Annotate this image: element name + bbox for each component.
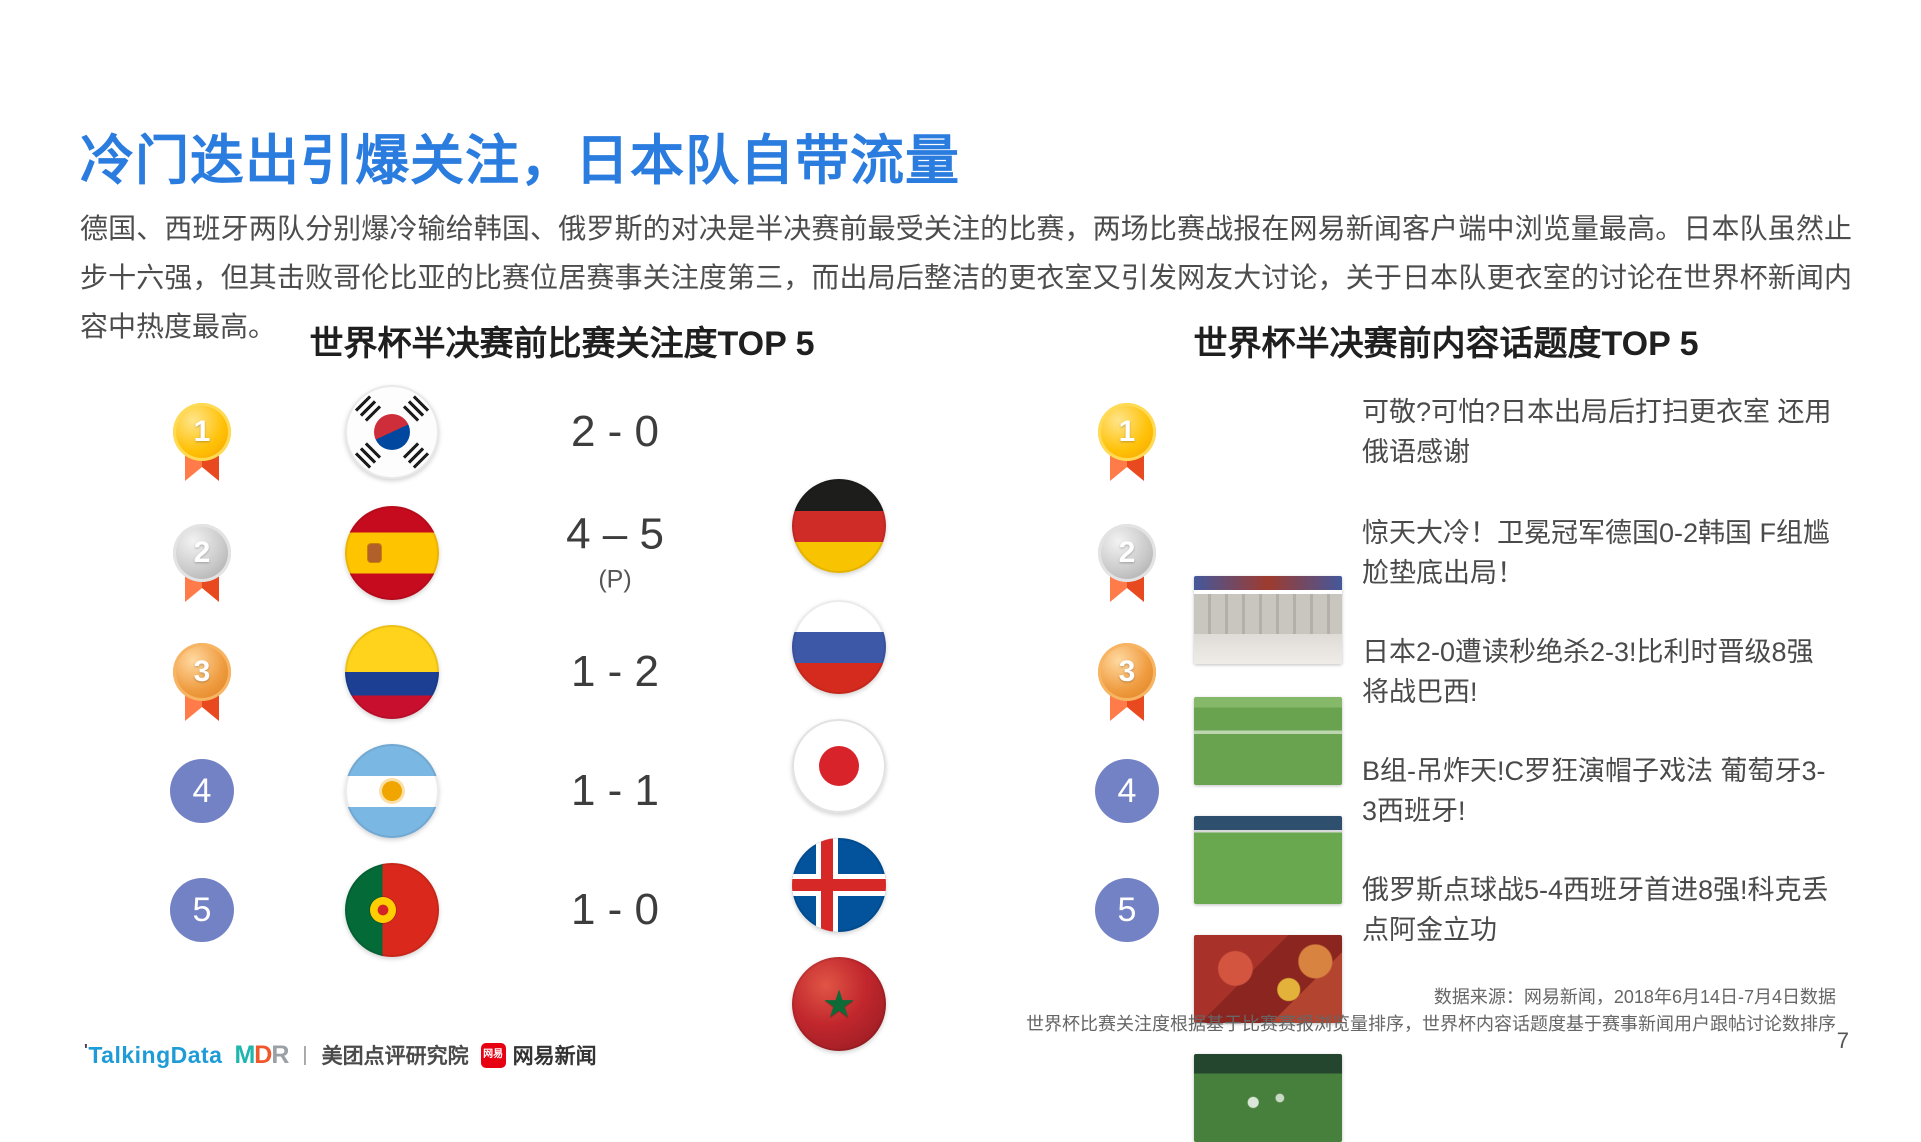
- cross-bar: [792, 879, 886, 891]
- score-value: 4 – 5: [566, 509, 664, 559]
- trigram-icon: [402, 395, 430, 422]
- score-value: 1 - 1: [570, 765, 660, 815]
- portugal-spain-fans-photo: [1194, 935, 1342, 1023]
- match-score: 1 - 1: [570, 765, 660, 815]
- netease-badge-icon: 网易: [480, 1042, 506, 1068]
- rank-number: 2: [173, 524, 231, 582]
- topic-rank-4-circle-icon: 4: [1095, 759, 1159, 823]
- source-line-1: 数据来源：网易新闻，2018年6月14日-7月4日数据: [1433, 987, 1836, 1007]
- trigram-icon: [402, 442, 430, 469]
- rank-5-circle-icon: 5: [170, 878, 234, 942]
- talkingdata-wordmark: TalkingData: [88, 1041, 223, 1068]
- news-headline: B组-吊炸天!C罗狂演帽子戏法 葡萄牙3-3西班牙!: [1362, 756, 1826, 826]
- spain-crest-icon: [368, 544, 381, 562]
- rank-4-circle-icon: 4: [170, 759, 234, 823]
- talkingdata-logo: 'TalkingData: [84, 1042, 222, 1069]
- summary-paragraph: 德国、西班牙两队分别爆冷输给韩国、俄罗斯的对决是半决赛前最受关注的比赛，两场比赛…: [80, 213, 1852, 342]
- pentagram-star-icon: ★: [821, 983, 857, 1026]
- page-number: 7: [1836, 1028, 1849, 1053]
- news-headline: 惊天大冷！卫冕冠军德国0-2韩国 F组尴尬垫底出局！: [1362, 518, 1831, 588]
- data-source-note: 数据来源：网易新闻，2018年6月14日-7月4日数据 世界杯比赛关注度根据基于…: [1026, 984, 1836, 1038]
- topic-rank-2-medal-icon: 2: [1098, 524, 1156, 602]
- right-panel-header: 世界杯半决赛前内容话题度TOP 5: [1193, 325, 1699, 363]
- rank-3-medal-icon: 3: [173, 643, 231, 721]
- meituan-dianping-institute-logo: 美团点评研究院: [321, 1045, 469, 1068]
- page-title: 冷门迭出引爆关注，日本队自带流量: [80, 131, 960, 192]
- left-panel-header: 世界杯半决赛前比赛关注度TOP 5: [309, 325, 815, 363]
- topic-rank-1-medal-icon: 1: [1098, 403, 1156, 481]
- netease-wordmark: 网易新闻: [512, 1045, 597, 1068]
- rank-number: 3: [173, 643, 231, 701]
- rank-number: 1: [1098, 403, 1156, 461]
- iceland-flag-icon: [792, 838, 886, 932]
- trigram-icon: [354, 395, 382, 422]
- colombia-flag-icon: [345, 625, 439, 719]
- match-score: 2 - 0: [570, 406, 660, 456]
- portugal-flag-icon: [345, 863, 439, 957]
- topic-rank-5-circle-icon: 5: [1095, 878, 1159, 942]
- portugal-shield-icon: [370, 897, 396, 923]
- taegeuk-icon: [374, 414, 410, 450]
- russia-flag-icon: [792, 600, 886, 694]
- rank-number: 2: [1098, 524, 1156, 582]
- logo-mark: ': [84, 1041, 89, 1059]
- mdr-letter: R: [271, 1040, 289, 1069]
- mdr-logo: MDR: [234, 1040, 289, 1070]
- rising-sun-icon: [819, 746, 859, 786]
- japan-flag-icon: [792, 719, 886, 813]
- mdr-letter: M: [234, 1040, 255, 1069]
- match-score: 1 - 2: [570, 646, 660, 696]
- rank-number: 1: [173, 403, 231, 461]
- news-headline: 俄罗斯点球战5-4西班牙首进8强!科克丢点阿金立功: [1362, 875, 1829, 945]
- argentina-flag-icon: [345, 744, 439, 838]
- score-value: 2 - 0: [570, 406, 660, 456]
- trigram-icon: [354, 442, 382, 469]
- match-score: 4 – 5 (P): [566, 511, 664, 594]
- score-value: 1 - 2: [570, 646, 660, 696]
- rank-number: 3: [1098, 643, 1156, 701]
- news-headline: 可敬?可怕?日本出局后打扫更衣室 还用俄语感谢: [1362, 397, 1832, 467]
- rank-2-medal-icon: 2: [173, 524, 231, 602]
- penalty-note: (P): [598, 565, 632, 594]
- spain-flag-icon: [345, 506, 439, 600]
- south-korea-flag-icon: [345, 385, 439, 479]
- netease-news-logo: 网易 网易新闻: [480, 1040, 597, 1070]
- news-headline: 日本2-0遭读秒绝杀2-3!比利时晋级8强将战巴西!: [1362, 637, 1814, 707]
- footer-logos: 'TalkingData MDR | 美团点评研究院 网易 网易新闻: [84, 1040, 597, 1070]
- morocco-flag-icon: ★: [792, 957, 886, 1051]
- sun-of-may-icon: [382, 781, 402, 801]
- japan-locker-room-photo: [1194, 576, 1342, 664]
- mdr-letter: D: [254, 1040, 272, 1069]
- score-value: 1 - 0: [570, 884, 660, 934]
- rank-1-medal-icon: 1: [173, 403, 231, 481]
- japan-belgium-match-photo: [1194, 816, 1342, 904]
- topic-rank-3-medal-icon: 3: [1098, 643, 1156, 721]
- germany-flag-icon: [792, 479, 886, 573]
- match-score: 1 - 0: [570, 884, 660, 934]
- russia-celebration-photo: [1194, 1054, 1342, 1142]
- source-line-2: 世界杯比赛关注度根据基于比赛赛报浏览量排序，世界杯内容话题度基于赛事新闻用户跟帖…: [1026, 1014, 1836, 1034]
- logo-divider: |: [302, 1043, 308, 1066]
- germany-korea-match-photo: [1194, 697, 1342, 785]
